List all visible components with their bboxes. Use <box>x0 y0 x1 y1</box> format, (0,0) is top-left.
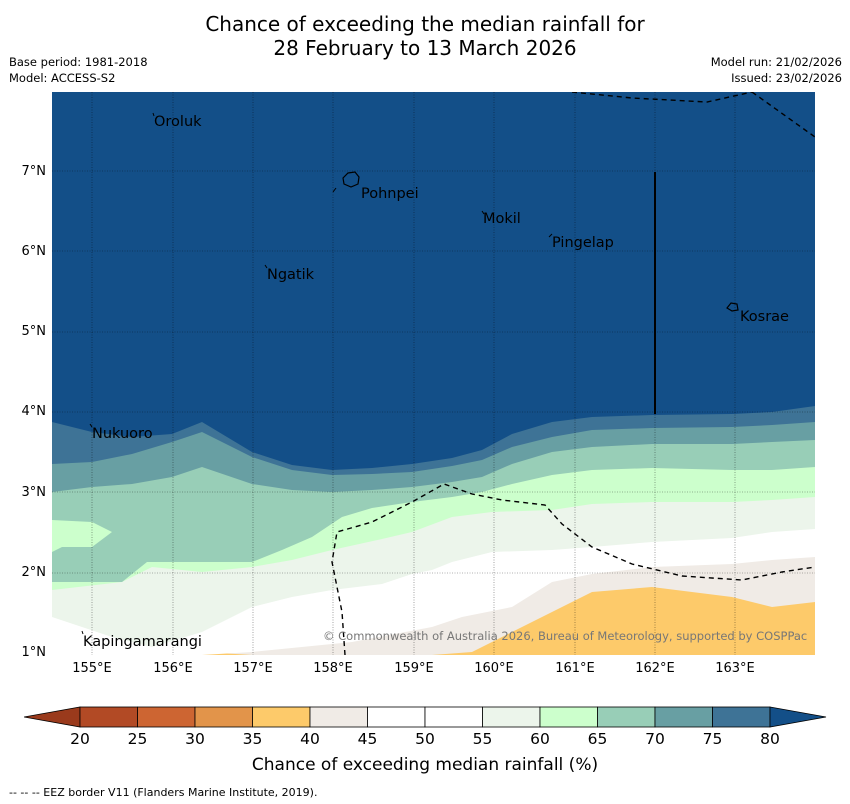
colorbar-swatch-75 <box>712 706 771 728</box>
colorbar-extend-low <box>24 706 81 728</box>
place-oroluk: Oroluk <box>154 114 202 130</box>
issued-date: Issued: 23/02/2026 <box>731 71 842 85</box>
colorbar-swatch-50 <box>424 706 483 728</box>
title-line-2: 28 February to 13 March 2026 <box>273 36 577 60</box>
colorbar-swatch-35 <box>252 706 311 728</box>
pohnpei-island-icon <box>342 171 360 188</box>
place-kosrae: Kosrae <box>740 309 789 325</box>
lat-label-7: 7°N <box>21 164 47 179</box>
colorbar-tick-30: 30 <box>185 730 205 748</box>
base-period: Base period: 1981-2018 <box>9 55 148 69</box>
colorbar-swatch-20 <box>79 706 138 728</box>
place-pingelap: Pingelap <box>552 235 614 251</box>
lon-label-159: 159°E <box>394 661 434 676</box>
colorbar-tick-40: 40 <box>300 730 320 748</box>
colorbar-swatch-55 <box>482 706 541 728</box>
atoll-marks <box>81 112 553 635</box>
colorbar-tick-55: 55 <box>472 730 493 748</box>
colorbar-tick-60: 60 <box>530 730 550 748</box>
lon-label-162: 162°E <box>635 661 675 676</box>
kosrae-island-icon <box>726 302 739 312</box>
place-mokil: Mokil <box>483 211 521 227</box>
lon-label-160: 160°E <box>474 661 514 676</box>
colorbar-tick-65: 65 <box>587 730 608 748</box>
colorbar-swatch-45 <box>367 706 426 728</box>
lat-label-2: 2°N <box>21 565 47 580</box>
lon-label-155: 155°E <box>72 661 112 676</box>
lat-grid <box>52 170 815 574</box>
lat-label-3: 3°N <box>21 485 47 500</box>
rainfall-map: Oroluk Pohnpei Mokil Pingelap Ngatik Kos… <box>52 92 815 655</box>
map-title: Chance of exceeding the median rainfall … <box>0 12 850 60</box>
colorbar-swatch-65 <box>597 706 656 728</box>
place-nukuoro: Nukuoro <box>92 426 153 442</box>
lon-label-161: 161°E <box>555 661 595 676</box>
place-ngatik: Ngatik <box>267 267 315 283</box>
lat-label-5: 5°N <box>21 324 47 339</box>
model-run: Model run: 21/02/2026 <box>710 55 842 69</box>
meta-right: Model run: 21/02/2026 Issued: 23/02/2026 <box>711 54 842 86</box>
colorbar-tick-45: 45 <box>357 730 378 748</box>
place-kapingamarangi: Kapingamarangi <box>83 634 202 650</box>
colorbar-tick-75: 75 <box>702 730 723 748</box>
title-line-1: Chance of exceeding the median rainfall … <box>205 12 645 36</box>
colorbar-swatch-30 <box>194 706 253 728</box>
lon-label-156: 156°E <box>153 661 193 676</box>
place-pohnpei: Pohnpei <box>361 186 419 202</box>
colorbar-swatch-40 <box>309 706 368 728</box>
colorbar-tick-80: 80 <box>760 730 780 748</box>
eez-footnote: -- -- -- EEZ border V11 (Flanders Marine… <box>9 786 318 799</box>
eez-border <box>331 92 815 655</box>
colorbar-swatch-70 <box>654 706 713 728</box>
lon-label-157: 157°E <box>233 661 273 676</box>
lon-label-158: 158°E <box>313 661 353 676</box>
lat-label-6: 6°N <box>21 244 47 259</box>
colorbar-tick-20: 20 <box>70 730 90 748</box>
colorbar-swatch-25 <box>137 706 196 728</box>
lat-label-1: 1°N <box>21 645 47 660</box>
lon-label-163: 163°E <box>715 661 755 676</box>
colorbar <box>24 706 827 728</box>
model-name: Model: ACCESS-S2 <box>9 71 116 85</box>
colorbar-tick-70: 70 <box>645 730 665 748</box>
lat-label-4: 4°N <box>21 404 47 419</box>
colorbar-label: Chance of exceeding median rainfall (%) <box>251 755 599 775</box>
pohnpei-islet-icon <box>332 187 337 193</box>
colorbar-swatch-60 <box>539 706 598 728</box>
copyright-text: © Commonwealth of Australia 2026, Bureau… <box>323 629 807 643</box>
colorbar-extend-high <box>769 706 827 728</box>
band-above-80 <box>52 92 815 470</box>
colorbar-tick-50: 50 <box>415 730 435 748</box>
colorbar-tick-35: 35 <box>242 730 263 748</box>
meta-left: Base period: 1981-2018 Model: ACCESS-S2 <box>9 54 148 86</box>
colorbar-tick-25: 25 <box>127 730 148 748</box>
